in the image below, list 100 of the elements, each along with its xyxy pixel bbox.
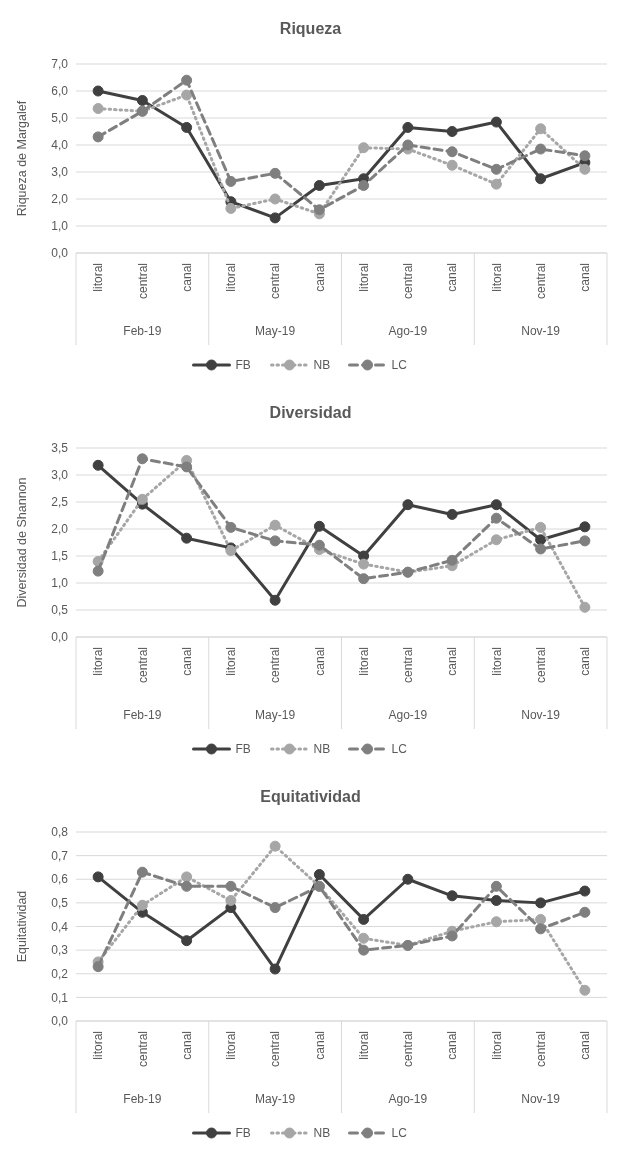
- point: [535, 913, 547, 925]
- y-tick-label: 0,2: [51, 966, 69, 981]
- point: [92, 85, 104, 97]
- point: [579, 150, 591, 162]
- y-tick-label: 0,5: [51, 603, 69, 618]
- x-tick-label: central: [401, 1031, 416, 1068]
- x-tick-label: central: [268, 263, 283, 300]
- x-tick-label: litoral: [489, 1031, 504, 1060]
- y-tick-label: 3,0: [51, 468, 69, 483]
- text: May-19: [255, 1092, 296, 1106]
- text: May-19: [255, 324, 296, 338]
- point: [402, 139, 414, 151]
- point: [92, 565, 104, 577]
- point: [579, 984, 591, 996]
- point: [269, 840, 281, 852]
- x-tick-label: litoral: [91, 647, 106, 676]
- point: [579, 163, 591, 175]
- point: [358, 944, 370, 956]
- point: [92, 459, 104, 471]
- text: Feb-19: [123, 708, 162, 722]
- point: [535, 543, 547, 555]
- point: [446, 890, 458, 902]
- point: [313, 869, 325, 881]
- y-tick-label: 1,0: [51, 576, 69, 591]
- point: [579, 906, 591, 918]
- point: [446, 508, 458, 520]
- y-tick-label: 1,0: [51, 219, 69, 234]
- y-tick-label: 0,4: [51, 919, 69, 934]
- point: [402, 121, 414, 133]
- text: Nov-19: [521, 708, 561, 722]
- point: [490, 916, 502, 928]
- x-tick-label: litoral: [224, 647, 239, 676]
- x-tick-label: canal: [445, 647, 460, 676]
- text: Nov-19: [521, 324, 561, 338]
- x-tick-label: litoral: [91, 1031, 106, 1060]
- y-tick-label: 5,0: [51, 111, 69, 126]
- point: [446, 146, 458, 158]
- point: [579, 885, 591, 897]
- x-tick-label: canal: [445, 263, 460, 292]
- legend-label: NB: [313, 1126, 331, 1141]
- point: [313, 180, 325, 191]
- point: [402, 499, 414, 511]
- point: [446, 554, 458, 566]
- point: [535, 534, 547, 546]
- point: [269, 594, 281, 606]
- point: [402, 873, 414, 885]
- y-tick-label: 7,0: [51, 57, 69, 72]
- point: [579, 521, 591, 533]
- x-tick-label: central: [401, 263, 416, 300]
- legend-label: LC: [391, 1126, 408, 1141]
- point: [313, 204, 325, 216]
- y-tick-label: 0,1: [51, 990, 69, 1005]
- point: [490, 534, 502, 546]
- point: [181, 461, 193, 473]
- point: [225, 175, 237, 187]
- x-tick-label: central: [533, 647, 548, 684]
- x-tick-label: litoral: [489, 647, 504, 676]
- x-tick-label: litoral: [224, 1031, 239, 1060]
- point: [579, 601, 591, 613]
- point: [181, 880, 193, 892]
- point: [92, 103, 104, 115]
- point: [269, 212, 281, 224]
- y-tick-label: 3,5: [51, 441, 69, 456]
- point: [269, 963, 281, 975]
- x-tick-label: central: [533, 1031, 548, 1068]
- x-tick-label: canal: [578, 1031, 593, 1060]
- point: [535, 123, 547, 135]
- y-tick-label: 2,0: [51, 522, 69, 537]
- y-axis-title: Riqueza de Margalef: [15, 100, 29, 217]
- y-axis-title: Diversidad de Shannon: [15, 477, 29, 608]
- point: [136, 899, 148, 911]
- x-tick-label: litoral: [224, 263, 239, 292]
- point: [136, 866, 148, 878]
- point: [181, 532, 193, 544]
- point: [535, 521, 547, 533]
- x-tick-label: central: [135, 647, 150, 684]
- y-tick-label: 1,5: [51, 549, 69, 564]
- legend-label: FB: [235, 358, 251, 373]
- chart-title: Diversidad: [269, 404, 352, 421]
- y-tick-label: 2,5: [51, 495, 69, 510]
- x-tick-label: central: [135, 1031, 150, 1068]
- point: [490, 880, 502, 892]
- point: [92, 131, 104, 143]
- y-tick-label: 2,0: [51, 192, 69, 207]
- point: [579, 535, 591, 547]
- point: [225, 880, 237, 892]
- point: [225, 521, 237, 533]
- legend-label: LC: [391, 742, 408, 757]
- text: Feb-19: [123, 1092, 162, 1106]
- x-tick-label: litoral: [91, 263, 106, 292]
- point: [92, 871, 104, 883]
- text: Ago-19: [388, 324, 428, 338]
- y-tick-label: 0,5: [51, 896, 69, 911]
- point: [269, 167, 281, 179]
- y-axis-title: Equitatividad: [15, 890, 29, 963]
- point: [136, 493, 148, 505]
- x-tick-label: central: [135, 263, 150, 300]
- point: [490, 895, 502, 907]
- point: [313, 539, 325, 551]
- text: May-19: [255, 708, 296, 722]
